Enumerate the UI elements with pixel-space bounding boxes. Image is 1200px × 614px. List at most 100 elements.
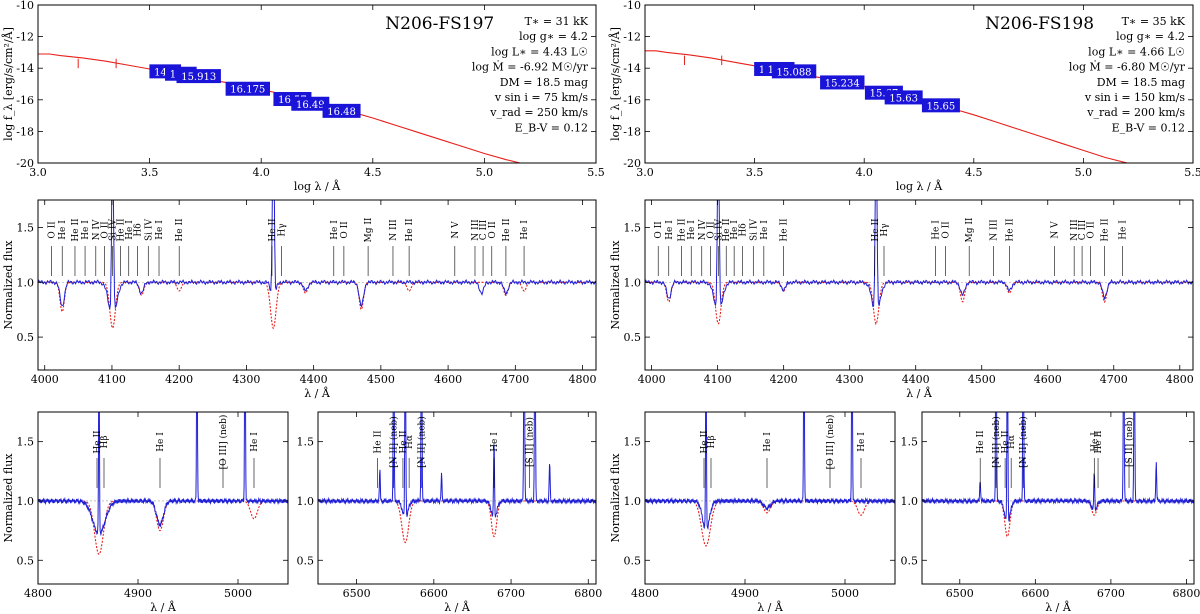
line-id-label: O II (488, 221, 498, 239)
line-id-label: O II (706, 221, 716, 239)
line-id-label: He I (857, 432, 867, 452)
line-id: [O III] (neb) (825, 415, 836, 488)
line-id: He I (58, 220, 68, 276)
y-tick-label: 1.0 (17, 495, 35, 508)
photometry-box: 15.65 (921, 98, 960, 113)
x-axis-label: λ / Å (1045, 600, 1072, 614)
line-id-label: Hβ (100, 435, 110, 448)
line-id-label: He II (871, 218, 881, 242)
x-axis-label: log λ / Å (294, 179, 341, 193)
line-id: He I (250, 432, 260, 488)
line-id-label: Si IV (144, 219, 154, 241)
param-label: log g∗ = 4.2 (519, 30, 588, 43)
line-id-label: He I (665, 220, 675, 240)
line-id: [N II] (neb) (991, 416, 1002, 488)
x-tick-label: 3.5 (746, 166, 764, 179)
line-id: He I (665, 220, 675, 276)
observed-spectrum-line (645, 412, 895, 530)
x-tick-label: 4900 (124, 587, 152, 600)
line-id-label: He II (268, 218, 278, 242)
line-id-label: Mg II (364, 217, 374, 242)
line-id: N III (990, 219, 1000, 276)
x-tick-label: 4.5 (364, 166, 382, 179)
line-id-label: O II (941, 221, 951, 239)
photometry-box-rect (921, 98, 960, 113)
line-id-label: He I (156, 432, 166, 452)
photometry-box-rect (225, 81, 271, 96)
x-tick-label: 4600 (434, 373, 462, 386)
param-label: log g∗ = 4.2 (1116, 30, 1185, 43)
x-tick-label: 4800 (569, 373, 597, 386)
line-id: He II (780, 218, 790, 276)
x-tick-label: 5.0 (1075, 166, 1093, 179)
line-id-label: He I (155, 220, 165, 240)
line-id-label: He I (760, 220, 770, 240)
line-id: C III (479, 219, 489, 276)
line-id: Hα (1007, 435, 1017, 488)
panel-sed-n206-fs198: 14.915.115.08815.23415.6715.6315.653.03.… (608, 0, 1200, 193)
param-label: E_B-V = 0.12 (515, 121, 588, 134)
line-id-label: He II (502, 218, 512, 242)
line-id: He II (93, 430, 103, 488)
x-tick-label: 4600 (1034, 373, 1062, 386)
line-id-label: He I (687, 220, 697, 240)
line-id-label: Hβ (707, 435, 717, 448)
y-tick-label: 1.5 (901, 436, 919, 449)
line-id-label: O II (654, 221, 664, 239)
line-id-label: O II (101, 221, 111, 239)
line-id-label: O II (1087, 221, 1097, 239)
y-tick-label: 0.5 (624, 554, 642, 567)
line-id: He II (700, 430, 710, 488)
y-tick-label: 0.5 (297, 554, 315, 567)
y-tick-label: -20 (16, 157, 34, 170)
photometry-box: 15.088 (771, 64, 817, 79)
x-tick-label: 4800 (24, 587, 52, 600)
photometry-box: 15.63 (884, 90, 923, 105)
x-tick-label: 6600 (420, 587, 448, 600)
line-id-label: He II (373, 430, 383, 454)
x-tick-label: 6700 (497, 587, 525, 600)
x-tick-label: 4.0 (252, 166, 270, 179)
y-tick-label: 1.5 (17, 436, 35, 449)
photometry-label: 16.49 (296, 100, 325, 111)
y-tick-label: -12 (623, 31, 641, 44)
photometry-box: 15.913 (176, 69, 221, 84)
photometry-box-rect (176, 69, 221, 84)
param-label: v_rad = 250 km/s (489, 106, 588, 119)
x-tick-label: 4500 (968, 373, 996, 386)
param-label: log L∗ = 4.66 L☉ (1088, 45, 1185, 58)
line-id: O II (340, 221, 350, 276)
y-tick-label: -20 (623, 157, 641, 170)
line-id: [N II] (neb) (416, 416, 427, 488)
line-id: He I (81, 220, 91, 276)
line-id: He I (687, 220, 697, 276)
line-id: He I (156, 432, 166, 488)
x-tick-label: 4200 (165, 373, 193, 386)
x-tick-label: 4700 (501, 373, 529, 386)
y-tick-label: -10 (16, 0, 34, 12)
line-id-label: He I (125, 220, 135, 240)
line-id: He II (722, 218, 732, 276)
line-id-label: Mg II (965, 217, 975, 242)
line-id: He I (330, 220, 340, 276)
line-id-label: [S II] (neb) (525, 417, 536, 467)
line-id: O II (1087, 221, 1097, 276)
x-tick-label: 3.5 (141, 166, 159, 179)
x-axis-label: λ / Å (757, 600, 784, 614)
line-id: O II (654, 221, 664, 276)
y-tick-label: -10 (623, 0, 641, 12)
line-id-label: N III (471, 219, 481, 241)
line-id: He II (268, 218, 278, 276)
line-id: He II (1001, 430, 1011, 488)
line-id-label: He II (700, 430, 710, 454)
param-label: v sin i = 75 km/s (494, 91, 588, 104)
photometry-label: 16.48 (327, 107, 356, 118)
x-tick-label: 4900 (731, 587, 759, 600)
x-axis-label: λ / Å (304, 386, 331, 400)
x-tick-label: 4500 (367, 373, 395, 386)
